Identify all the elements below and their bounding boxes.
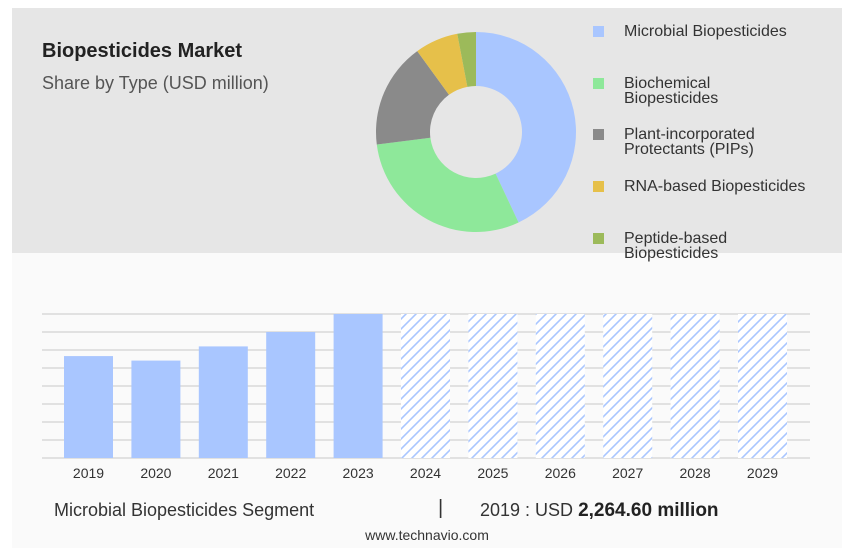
legend-item: RNA-based Biopesticides	[593, 175, 834, 195]
legend-item: Biochemical Biopesticides	[593, 72, 834, 107]
segment-value: 2019 : USD 2,264.60 million	[480, 500, 719, 522]
bar	[670, 314, 720, 458]
legend-swatch	[593, 233, 604, 244]
donut-slice	[417, 33, 468, 95]
bar	[131, 360, 181, 458]
footer-separator: |	[438, 497, 444, 519]
legend-swatch	[593, 181, 604, 192]
segment-label: Microbial Biopesticides Segment	[54, 500, 315, 520]
bar	[266, 332, 316, 458]
source-url: www.technavio.com	[365, 527, 489, 543]
segment-value-year: 2019 : USD	[480, 500, 574, 520]
x-tick-label: 2028	[680, 465, 711, 481]
bar	[738, 314, 787, 458]
chart-title: Biopesticides Market	[42, 40, 243, 62]
bar	[535, 314, 585, 458]
legend-label: Plant-incorporated Protectants (PIPs)	[624, 126, 755, 158]
bar	[333, 314, 383, 458]
x-tick-label: 2021	[208, 465, 239, 481]
legend-label: RNA-based Biopesticides	[624, 178, 806, 195]
legend-swatch	[593, 78, 604, 89]
donut-slice	[376, 51, 449, 145]
x-tick-label: 2019	[73, 465, 104, 481]
legend-label: Microbial Biopesticides	[624, 23, 787, 40]
x-tick-label: 2029	[747, 465, 778, 481]
x-tick-label: 2024	[410, 465, 441, 481]
bar	[603, 314, 653, 458]
legend-item: Microbial Biopesticides	[593, 20, 834, 40]
x-tick-label: 2026	[545, 465, 576, 481]
legend-label: Biochemical Biopesticides	[624, 75, 719, 107]
donut-chart	[376, 32, 576, 233]
legend-item: Plant-incorporated Protectants (PIPs)	[593, 123, 834, 158]
bar-chart: 2019 2020 2021 2022 2023 2024 2025 2026 2027 2028…	[42, 313, 810, 481]
legend-swatch	[593, 26, 604, 37]
bar	[64, 356, 113, 458]
x-tick-label: 2022	[275, 465, 306, 481]
donut-slice	[457, 32, 476, 87]
legend-item: Peptide-based Biopesticides	[593, 227, 834, 262]
bar	[401, 314, 450, 458]
bar	[468, 314, 518, 458]
segment-value-amount: 2,264.60 million	[578, 500, 719, 521]
chart-subtitle: Share by Type (USD million)	[42, 73, 269, 93]
donut-slice	[376, 137, 519, 233]
donut-slice	[476, 32, 576, 223]
x-tick-label: 2023	[343, 465, 374, 481]
legend-swatch	[593, 129, 604, 140]
x-tick-label: 2020	[140, 465, 171, 481]
x-tick-label: 2027	[612, 465, 643, 481]
legend: Microbial Biopesticides Biochemical Biope…	[593, 20, 843, 262]
x-tick-label: 2025	[477, 465, 508, 481]
legend-label: Peptide-based Biopesticides	[624, 230, 728, 262]
bar	[198, 346, 248, 458]
